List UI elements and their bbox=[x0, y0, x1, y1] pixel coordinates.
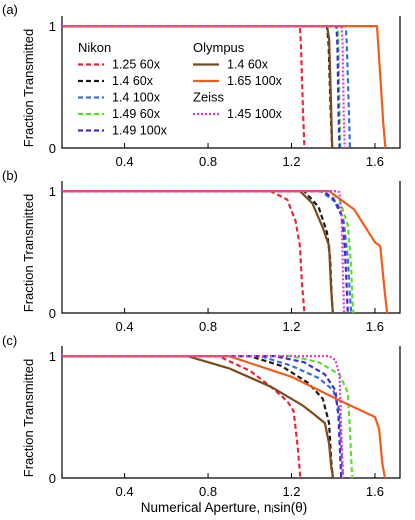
series-line-nikon-1-25-60x bbox=[62, 190, 306, 314]
y-tick-label: 0 bbox=[49, 306, 56, 321]
series-line-zeiss-1-45-100x bbox=[62, 355, 345, 479]
x-tick-label: 1.6 bbox=[366, 154, 384, 169]
legend-group-title: Olympus bbox=[193, 40, 245, 55]
series-line-olympus-1-65-100x bbox=[62, 190, 389, 314]
legend-entry-label: 1.25 60x bbox=[112, 58, 161, 72]
x-tick-label: 0.8 bbox=[199, 484, 217, 499]
series-line-olympus-1-65-100x bbox=[62, 355, 387, 479]
panel-label: (a) bbox=[2, 2, 18, 17]
legend-group-title: Zeiss bbox=[193, 90, 225, 105]
panel-b: (b)Fraction Transmitted 0.4 0.8 1.2 1.6 0 1 bbox=[2, 168, 401, 334]
x-tick-label: 0.8 bbox=[199, 319, 217, 334]
panel-c: (c) Fraction Transmitted 0.4 0.8 1.2 1.6 0 1 bbox=[2, 333, 401, 499]
series-line-nikon-1-25-60x bbox=[62, 25, 306, 149]
x-tick-label: 0.8 bbox=[199, 154, 217, 169]
series-line-olympus-1-4-60x bbox=[62, 190, 334, 314]
y-axis-label: Fraction Transmitted bbox=[21, 29, 36, 148]
x-tick-label: 1.2 bbox=[282, 484, 300, 499]
panel-a: (a)Fraction Transmitted 0.4 0.8 1.2 1.6 0 1 bbox=[2, 2, 401, 169]
series-line-nikon-1-49-60x bbox=[62, 190, 355, 314]
series-line-nikon-1-4-60x bbox=[62, 190, 334, 314]
y-tick-label: 1 bbox=[49, 184, 56, 199]
series-line-zeiss-1-45-100x bbox=[62, 190, 346, 314]
series-line-nikon-1-4-60x bbox=[62, 355, 334, 479]
legend-group-title: Nikon bbox=[78, 40, 111, 55]
x-tick-label: 1.2 bbox=[282, 319, 300, 334]
legend-entry-label: 1.49 60x bbox=[112, 107, 161, 121]
x-axis-label: Numerical Aperture, nᵢsin(θ) bbox=[141, 500, 307, 515]
series-line-nikon-1-49-100x bbox=[62, 190, 349, 314]
axes-frame bbox=[61, 181, 401, 314]
x-tick-label: 1.6 bbox=[366, 319, 384, 334]
legend-entry-label: 1.49 100x bbox=[112, 124, 168, 138]
y-tick-label: 1 bbox=[49, 19, 56, 34]
panel-label: (c) bbox=[2, 333, 17, 348]
series-line-zeiss-1-45-100x bbox=[62, 25, 346, 149]
series-line-nikon-1-49-60x bbox=[62, 355, 354, 479]
y-tick-label: 1 bbox=[49, 349, 56, 364]
legend-entry-label: 1.4 100x bbox=[112, 91, 161, 105]
legend-entry-label: 1.4 60x bbox=[112, 74, 154, 88]
axes-frame bbox=[61, 346, 401, 479]
series-line-nikon-1-4-100x bbox=[62, 190, 353, 314]
x-tick-label: 0.4 bbox=[116, 154, 134, 169]
series-line-nikon-1-25-60x bbox=[62, 355, 302, 479]
series-line-nikon-1-4-100x bbox=[62, 355, 345, 479]
series-line-nikon-1-49-100x bbox=[62, 25, 341, 149]
panel-label: (b) bbox=[2, 168, 18, 183]
legend-entry-label: 1.65 100x bbox=[227, 74, 283, 88]
legend-entry-label: 1.4 60x bbox=[227, 58, 269, 72]
axes-frame bbox=[61, 16, 401, 149]
y-tick-label: 0 bbox=[49, 471, 56, 486]
x-tick-label: 0.4 bbox=[116, 484, 134, 499]
x-tick-label: 1.6 bbox=[366, 484, 384, 499]
series-line-olympus-1-4-60x bbox=[62, 355, 335, 479]
x-tick-label: 0.4 bbox=[116, 319, 134, 334]
legend-entry-label: 1.45 100x bbox=[227, 107, 283, 121]
y-tick-label: 0 bbox=[49, 141, 56, 156]
y-axis-label: Fraction Transmitted bbox=[21, 359, 36, 478]
y-axis-label: Fraction Transmitted bbox=[21, 194, 36, 313]
x-tick-label: 1.2 bbox=[282, 154, 300, 169]
